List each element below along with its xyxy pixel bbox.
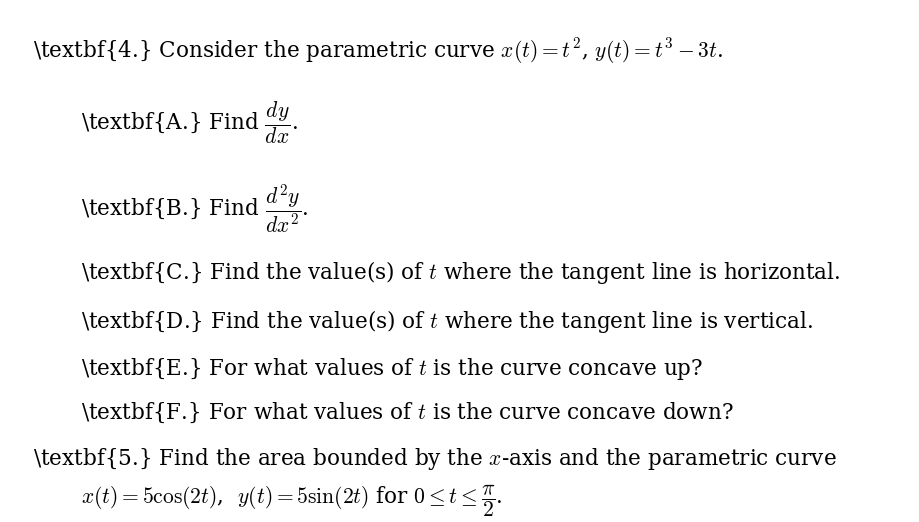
Text: \textbf{D.} Find the value(s) of $t$ where the tangent line is vertical.: \textbf{D.} Find the value(s) of $t$ whe… bbox=[81, 309, 812, 336]
Text: \textbf{A.} Find $\dfrac{dy}{dx}$.: \textbf{A.} Find $\dfrac{dy}{dx}$. bbox=[81, 100, 298, 146]
Text: \textbf{B.} Find $\dfrac{d^2y}{dx^2}$.: \textbf{B.} Find $\dfrac{d^2y}{dx^2}$. bbox=[81, 183, 308, 236]
Text: \textbf{5.} Find the area bounded by the $x$-axis and the parametric curve: \textbf{5.} Find the area bounded by the… bbox=[33, 446, 836, 472]
Text: \textbf{F.} For what values of $t$ is the curve concave down?: \textbf{F.} For what values of $t$ is th… bbox=[81, 400, 733, 424]
Text: \textbf{C.} Find the value(s) of $t$ where the tangent line is horizontal.: \textbf{C.} Find the value(s) of $t$ whe… bbox=[81, 259, 840, 287]
Text: \textbf{E.} For what values of $t$ is the curve concave up?: \textbf{E.} For what values of $t$ is th… bbox=[81, 356, 702, 382]
Text: $x(t) = 5\cos(2t)$,  $y(t) = 5\sin(2t)$ for $0 \leq t \leq \dfrac{\pi}{2}$.: $x(t) = 5\cos(2t)$, $y(t) = 5\sin(2t)$ f… bbox=[81, 482, 503, 519]
Text: \textbf{4.} Consider the parametric curve $x(t) = t^2$, $y(t) = t^3 - 3t$.: \textbf{4.} Consider the parametric curv… bbox=[33, 36, 722, 66]
